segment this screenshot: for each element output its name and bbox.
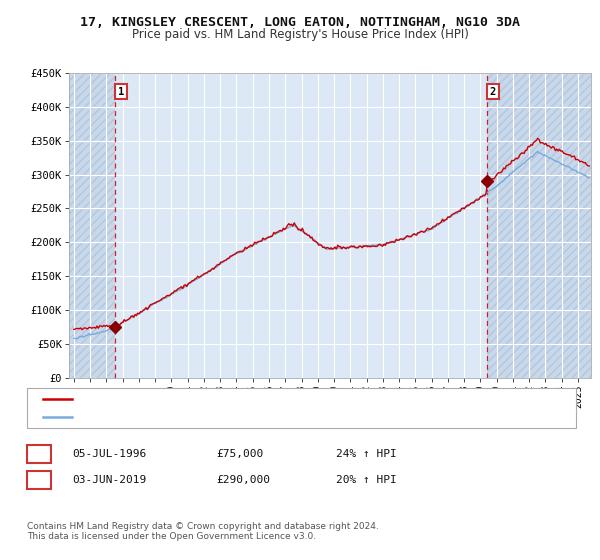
Text: 2: 2 — [490, 87, 496, 96]
Text: 17, KINGSLEY CRESCENT, LONG EATON, NOTTINGHAM, NG10 3DA: 17, KINGSLEY CRESCENT, LONG EATON, NOTTI… — [80, 16, 520, 29]
Text: 1: 1 — [35, 447, 43, 460]
Bar — [69, 73, 115, 378]
Text: 1: 1 — [118, 87, 124, 96]
Text: 03-JUN-2019: 03-JUN-2019 — [72, 475, 146, 485]
Text: 05-JUL-1996: 05-JUL-1996 — [72, 449, 146, 459]
Bar — [487, 73, 591, 378]
Text: £290,000: £290,000 — [216, 475, 270, 485]
Text: 2: 2 — [35, 473, 43, 487]
Text: 17, KINGSLEY CRESCENT, LONG EATON, NOTTINGHAM, NG10 3DA (detached house): 17, KINGSLEY CRESCENT, LONG EATON, NOTTI… — [78, 394, 515, 404]
Text: Price paid vs. HM Land Registry's House Price Index (HPI): Price paid vs. HM Land Registry's House … — [131, 28, 469, 41]
Text: 20% ↑ HPI: 20% ↑ HPI — [336, 475, 397, 485]
Bar — [69, 73, 115, 378]
Bar — [487, 73, 591, 378]
Text: 24% ↑ HPI: 24% ↑ HPI — [336, 449, 397, 459]
Text: £75,000: £75,000 — [216, 449, 263, 459]
Text: Contains HM Land Registry data © Crown copyright and database right 2024.
This d: Contains HM Land Registry data © Crown c… — [27, 522, 379, 542]
Text: HPI: Average price, detached house, Erewash: HPI: Average price, detached house, Erew… — [78, 412, 315, 422]
